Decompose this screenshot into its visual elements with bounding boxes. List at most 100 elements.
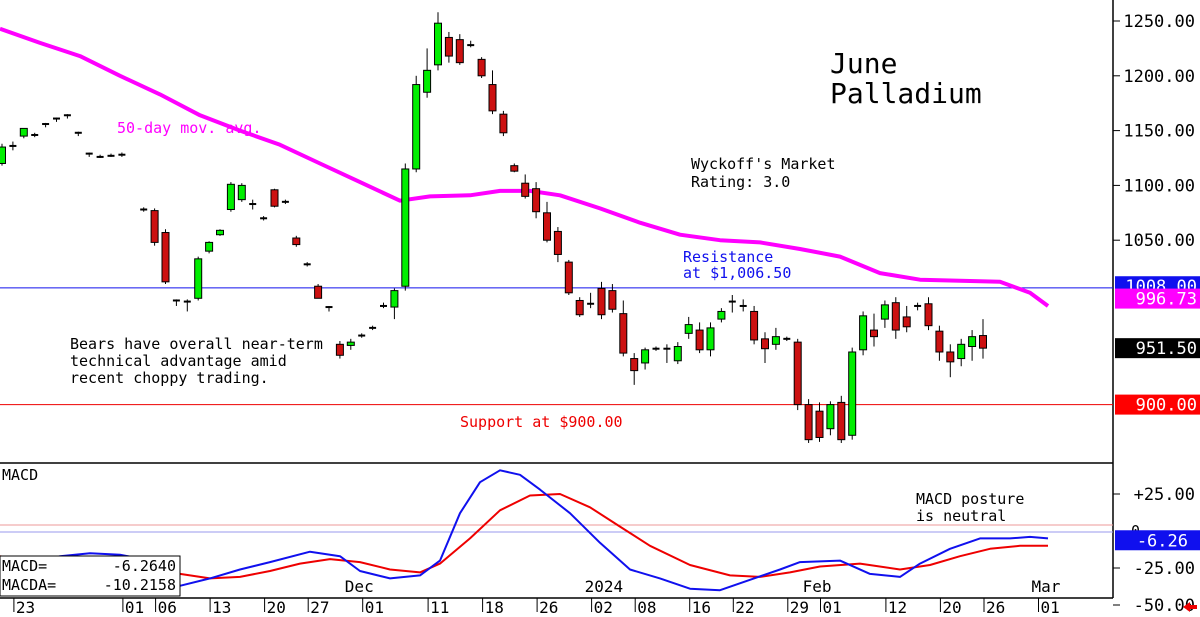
candle-body-down xyxy=(314,285,323,299)
candle-body-down xyxy=(270,189,279,207)
date-tick-label: 01 xyxy=(365,598,384,617)
candle xyxy=(914,302,922,311)
candle xyxy=(467,40,475,48)
candle xyxy=(96,154,104,158)
candle xyxy=(510,163,519,173)
candle xyxy=(205,241,214,254)
candle xyxy=(314,284,323,299)
candle xyxy=(946,344,955,378)
candle xyxy=(63,114,71,119)
horizontal-levels xyxy=(0,287,1113,406)
candle-body-up xyxy=(19,127,28,137)
candle xyxy=(74,131,82,137)
candle-body-down xyxy=(521,182,530,197)
candle xyxy=(19,127,28,139)
date-tick-label: 22 xyxy=(735,598,754,617)
candle-body-up xyxy=(205,241,214,252)
comment-line-2: technical advantage amid xyxy=(70,352,287,370)
month-labels: Dec 2024 Feb Mar xyxy=(345,577,1061,596)
date-tick-label: 23 xyxy=(16,598,35,617)
scroll-left-arrow-icon[interactable] xyxy=(1183,602,1197,612)
candle xyxy=(499,110,508,137)
candle xyxy=(369,325,377,331)
candle-body-up xyxy=(859,315,868,351)
candle xyxy=(543,201,551,243)
candle xyxy=(444,31,453,63)
candle xyxy=(587,292,595,309)
candle xyxy=(717,308,726,323)
candle xyxy=(31,132,39,138)
candle xyxy=(783,336,791,342)
rating-line-2: Rating: 3.0 xyxy=(691,173,790,191)
candle xyxy=(848,347,857,440)
candle xyxy=(902,305,911,333)
date-tick-label: 27 xyxy=(310,598,329,617)
candle xyxy=(270,188,279,208)
candle-body-up xyxy=(848,351,857,436)
candle-body-down xyxy=(946,351,955,363)
candle xyxy=(957,338,966,367)
resistance-label-line-2: at $1,006.50 xyxy=(683,264,791,282)
candle xyxy=(172,299,180,306)
candle-body-down xyxy=(891,302,900,331)
macd-tag-label: -6.26 xyxy=(1137,531,1188,551)
candle-body-up xyxy=(390,290,399,308)
candle-body-down xyxy=(444,36,453,57)
candle-body-up xyxy=(673,346,682,362)
candle xyxy=(42,122,50,128)
candlestick-layer xyxy=(0,12,987,443)
candle xyxy=(728,295,736,313)
price-tag: 951.50 xyxy=(1115,338,1200,359)
candle xyxy=(412,75,421,173)
candle xyxy=(619,300,628,357)
candle-body-down xyxy=(575,299,584,316)
candle-body-down xyxy=(695,329,704,351)
macda-readout-value: -10.2158 xyxy=(104,576,176,594)
candle-body-down xyxy=(488,84,497,112)
candle xyxy=(815,402,824,442)
macda-readout-name: MACDA= xyxy=(2,576,56,594)
candle xyxy=(641,347,650,370)
candle-body-up xyxy=(237,184,246,201)
candle-body-down xyxy=(499,113,508,134)
candle xyxy=(706,322,715,357)
candle xyxy=(281,199,289,205)
candle-body-up xyxy=(346,341,355,346)
price-tick-label: 1200.00 xyxy=(1123,67,1195,87)
date-tick-label: 16 xyxy=(692,598,711,617)
macd-tick-label: +25.00 xyxy=(1134,485,1195,505)
candle xyxy=(684,316,693,339)
candle-body-down xyxy=(979,335,987,349)
candle-body-down xyxy=(761,338,769,350)
candle xyxy=(53,117,60,122)
candle xyxy=(434,12,442,71)
candle-body-down xyxy=(455,39,464,64)
candle xyxy=(804,399,813,443)
moving-average-line xyxy=(0,26,1050,308)
moving-average-layer xyxy=(0,26,1050,308)
candle-body-up xyxy=(706,327,715,351)
candle-body-down xyxy=(619,313,628,354)
candle xyxy=(423,48,432,98)
candle-body-up xyxy=(684,324,693,334)
candle xyxy=(140,207,148,212)
candle xyxy=(150,208,159,246)
candle xyxy=(107,153,115,157)
macd-tick-label: -50.00 xyxy=(1134,596,1195,616)
month-label: Mar xyxy=(1032,577,1061,596)
candle-body-down xyxy=(608,290,617,310)
price-tag-box xyxy=(1115,288,1200,309)
candle xyxy=(652,346,660,351)
candle xyxy=(249,199,257,210)
candle-body-up xyxy=(0,146,6,164)
candle-body-down xyxy=(902,316,911,328)
date-tick-label: 02 xyxy=(594,598,613,617)
date-tick-label: 11 xyxy=(430,598,449,617)
candle xyxy=(194,256,203,301)
candle xyxy=(477,57,486,78)
resistance-label-line-1: Resistance xyxy=(683,248,773,266)
candle xyxy=(597,281,606,320)
candle xyxy=(380,302,387,309)
candle xyxy=(968,330,977,361)
